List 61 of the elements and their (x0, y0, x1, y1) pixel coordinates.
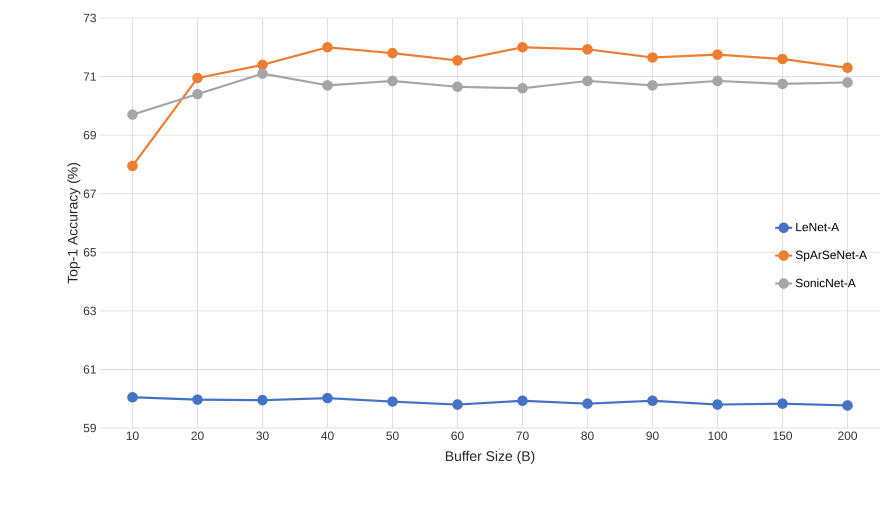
point (322, 80, 333, 91)
y-tick-label: 67 (84, 189, 96, 198)
legend-label: SpArSeNet-A (796, 250, 868, 262)
point (777, 398, 788, 409)
y-tick-label: 65 (84, 248, 96, 257)
point (387, 396, 398, 407)
legend-label: SonicNet-A (796, 278, 856, 288)
point (712, 399, 723, 410)
point (582, 398, 593, 409)
point (517, 42, 528, 53)
x-tick-label: 30 (256, 432, 269, 440)
point (322, 392, 333, 404)
point (127, 109, 138, 120)
y-tick-label: 63 (84, 306, 96, 316)
y-tick-label: 71 (84, 72, 96, 81)
y-tick-label: 73 (84, 14, 96, 22)
x-tick-label: 90 (646, 432, 659, 440)
point (647, 80, 658, 91)
point (127, 160, 138, 172)
x-tick-label: 10 (126, 432, 139, 440)
point (452, 55, 463, 66)
point (387, 76, 398, 86)
y-tick-label: 69 (84, 130, 96, 140)
x-tick-label: 100 (708, 432, 728, 440)
point (777, 78, 788, 90)
point (582, 76, 593, 86)
x-tick-label: 60 (451, 432, 464, 440)
point (842, 62, 853, 74)
point (322, 42, 333, 53)
point (517, 83, 528, 94)
y-tick-label: 59 (84, 424, 96, 432)
point (257, 60, 268, 70)
legend-label: LeNet-A (796, 222, 840, 232)
point (777, 54, 788, 64)
point (582, 44, 593, 55)
point (452, 399, 463, 410)
y-tick-label: 61 (84, 365, 96, 374)
x-tick-label: 150 (773, 432, 792, 440)
point (517, 395, 528, 406)
point (192, 72, 203, 84)
point (257, 68, 268, 79)
point (842, 77, 853, 88)
point (192, 394, 203, 405)
y-axis-title: Top-1 Accuracy (%) (67, 163, 80, 284)
point (257, 394, 268, 406)
x-tick-label: 40 (321, 432, 334, 440)
x-tick-label: 70 (516, 432, 529, 440)
point (387, 48, 398, 58)
x-tick-label: 20 (191, 432, 204, 440)
x-tick-label: 50 (386, 432, 399, 440)
point (127, 392, 138, 403)
x-tick-label: 80 (581, 432, 594, 440)
point (647, 395, 658, 406)
point (712, 76, 723, 86)
point (842, 400, 853, 411)
x-tick-label: 200 (838, 432, 858, 440)
point (192, 88, 203, 100)
x-axis-title: Buffer Size (B) (446, 450, 534, 464)
point (647, 52, 658, 63)
point (452, 82, 463, 92)
point (712, 49, 723, 60)
